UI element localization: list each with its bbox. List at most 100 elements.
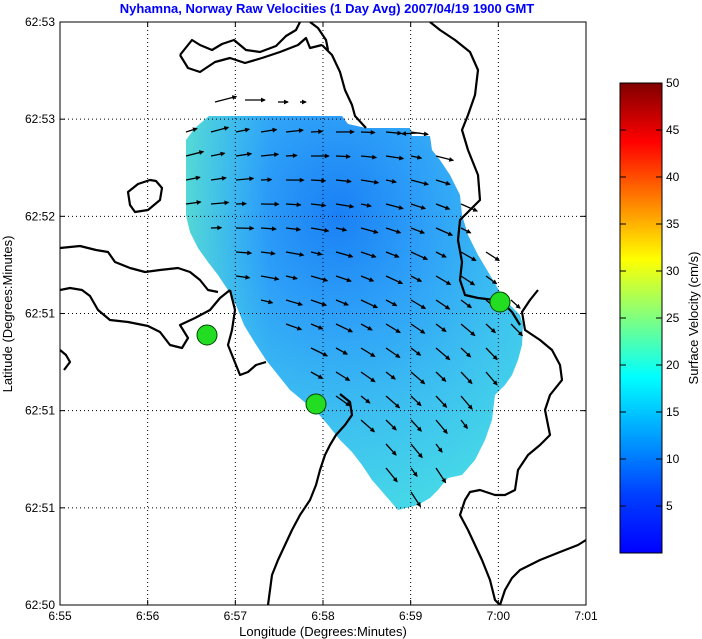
colorbar-tick-label: 20: [666, 358, 680, 372]
velocity-arrow: [310, 202, 327, 208]
velocity-arrow: [335, 178, 352, 184]
velocity-arrow: [260, 250, 276, 256]
map-title: Nyhamna, Norway Raw Velocities (1 Day Av…: [120, 1, 535, 16]
velocity-arrow: [485, 323, 496, 334]
y-tick-label: 62:51: [25, 501, 55, 515]
velocity-arrow: [385, 443, 397, 456]
velocity-arrow: [310, 129, 324, 134]
velocity-arrow: [260, 177, 273, 183]
velocity-arrow: [260, 201, 280, 207]
velocity-arrow: [335, 323, 354, 333]
velocity-arrow: [360, 347, 376, 358]
velocity-arrow: [410, 299, 427, 310]
velocity-arrow: [310, 299, 328, 307]
velocity-arrow: [245, 97, 266, 103]
colorbar-tick-label: 45: [666, 123, 680, 137]
velocity-arrow: [210, 225, 223, 231]
velocity-arrow: [335, 251, 354, 258]
velocity-arrow: [185, 175, 201, 181]
velocity-arrow: [335, 275, 352, 283]
velocity-arrow: [310, 178, 327, 183]
velocity-arrow: [185, 150, 205, 157]
velocity-arrow: [435, 299, 451, 310]
velocity-arrow: [278, 99, 289, 105]
y-tick-label: 62:53: [25, 112, 55, 126]
velocity-arrow: [260, 275, 280, 281]
colorbar-tick-label: 30: [666, 264, 680, 278]
velocity-arrow: [260, 299, 274, 305]
velocity-arrow: [385, 178, 397, 184]
velocity-arrow: [485, 251, 500, 262]
velocity-arrow: [360, 299, 379, 309]
velocity-arrow: [385, 130, 403, 136]
velocity-arrow: [410, 323, 426, 334]
colorbar-label: Surface Velocity (cm/s): [686, 252, 701, 385]
velocity-arrow: [460, 371, 473, 385]
velocity-arrow: [410, 227, 425, 234]
velocity-arrow: [260, 127, 278, 133]
velocity-arrow: [435, 323, 447, 333]
velocity-arrow: [410, 371, 426, 385]
velocity-arrow: [410, 203, 427, 210]
y-tick-label: 62:51: [25, 404, 55, 418]
velocity-arrow: [460, 347, 472, 358]
velocity-arrow: [435, 347, 451, 361]
coastline: [60, 22, 586, 605]
x-tick-label: 6:57: [224, 609, 248, 623]
velocity-arrow: [485, 371, 498, 386]
velocity-field: [186, 116, 523, 510]
velocity-arrow: [435, 203, 451, 210]
velocity-arrow: [385, 227, 402, 234]
velocity-arrow: [435, 371, 447, 382]
velocity-arrow: [335, 347, 349, 355]
velocity-arrow: [410, 179, 429, 186]
x-tick-label: 6:56: [136, 609, 160, 623]
velocity-arrow: [260, 226, 277, 232]
colorbar-tick-label: 5: [666, 499, 673, 513]
velocity-arrow: [360, 154, 378, 160]
velocity-arrow: [360, 371, 376, 383]
velocity-arrow: [435, 419, 448, 435]
velocity-arrow: [435, 155, 455, 162]
velocity-arrow: [385, 251, 400, 258]
colorbar-tick-label: 50: [666, 76, 680, 90]
x-axis-label: Longitude (Degrees:Minutes): [239, 624, 407, 639]
velocity-arrow: [235, 127, 251, 133]
velocity-arrow: [460, 299, 472, 309]
x-tick-label: 6:55: [48, 609, 72, 623]
colorbar-tick-label: 10: [666, 452, 680, 466]
velocity-arrow: [285, 323, 303, 331]
velocity-arrow: [300, 99, 307, 105]
velocity-arrow: [460, 275, 476, 286]
velocity-arrow: [210, 126, 230, 133]
velocity-arrow: [410, 395, 422, 407]
velocity-arrow: [410, 443, 423, 459]
velocity-arrow: [310, 347, 329, 357]
velocity-arrow: [485, 347, 498, 361]
y-tick-label: 62:51: [25, 307, 55, 321]
velocity-arrow: [410, 419, 422, 432]
velocity-arrow: [335, 129, 355, 135]
y-tick-label: 62:52: [25, 209, 55, 223]
velocity-arrow: [460, 395, 473, 410]
velocity-arrow: [460, 251, 477, 262]
velocity-arrow: [335, 299, 349, 306]
velocity-arrow: [360, 395, 371, 404]
colorbar: [619, 82, 663, 554]
velocity-arrow: [310, 227, 330, 233]
velocity-arrow: [285, 153, 298, 159]
velocity-arrow: [360, 251, 377, 258]
y-tick-label: 62:53: [25, 15, 55, 29]
velocity-arrow: [285, 275, 298, 281]
x-tick-label: 7:01: [574, 609, 598, 623]
velocity-arrow: [410, 491, 422, 508]
velocity-arrow: [310, 371, 324, 380]
velocity-arrow: [335, 154, 351, 159]
x-tick-label: 6:59: [399, 609, 423, 623]
velocity-arrow: [435, 179, 451, 186]
colorbar-ticks: 50 45 40 35 30 25 20 15 10 5: [620, 76, 680, 513]
velocity-arrow: [335, 371, 351, 382]
velocity-arrow: [385, 347, 401, 359]
velocity-arrow: [214, 95, 238, 103]
